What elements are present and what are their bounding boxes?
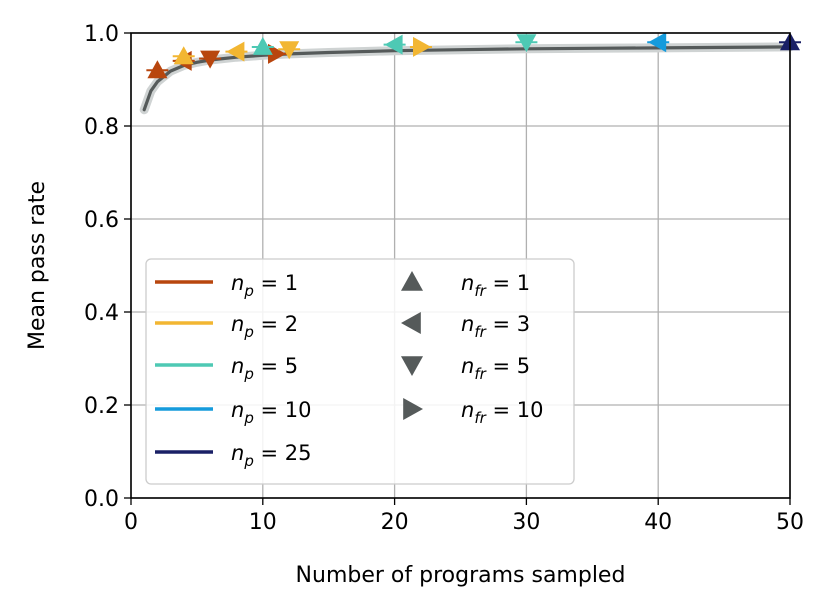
legend-marker-nfr [401, 312, 421, 334]
x-tick-label: 50 [776, 510, 804, 535]
legend-marker-nfr [401, 356, 423, 376]
y-tick-label: 0.2 [84, 394, 119, 419]
data-point [200, 50, 221, 69]
x-axis-ticks: 0 10 20 30 40 50 [124, 498, 804, 535]
legend-label-np: np = 1 [231, 271, 298, 300]
y-axis-ticks: 0.0 0.2 0.4 0.6 0.8 1.0 [84, 22, 131, 512]
plot-frame [130, 32, 791, 499]
x-axis-label: Number of programs sampled [296, 563, 626, 588]
x-tick-label: 10 [249, 510, 277, 535]
data-point [413, 36, 431, 57]
x-tick-label: 20 [381, 510, 409, 535]
legend-label-np: np = 10 [231, 398, 312, 427]
data-point [279, 41, 300, 60]
data-point [384, 34, 403, 55]
y-tick-label: 0.6 [84, 208, 119, 233]
legend-label-nfr: nfr = 10 [461, 398, 543, 427]
legend: np = 1 np = 2 np = 5 np = 10 np = 25 nfr = 1 n… [145, 258, 575, 485]
data-point [648, 32, 667, 53]
legend-marker-nfr [403, 398, 423, 420]
x-tick-label: 0 [124, 510, 138, 535]
legend-label-np: np = 25 [231, 441, 312, 470]
data-point [147, 60, 168, 79]
legend-label-np: np = 2 [231, 312, 298, 341]
legend-label-nfr: nfr = 3 [461, 312, 530, 341]
data-point [252, 36, 273, 55]
points-layer [146, 32, 801, 79]
x-tick-label: 30 [512, 510, 540, 535]
y-axis-label: Mean pass rate [25, 181, 50, 350]
data-point [173, 46, 194, 65]
x-tick-label: 40 [644, 510, 672, 535]
legend-marker-nfr [401, 271, 423, 291]
y-tick-label: 0.4 [84, 301, 119, 326]
data-point [268, 43, 286, 64]
legend-label-nfr: nfr = 5 [461, 354, 530, 383]
legend-label-nfr: nfr = 1 [461, 271, 530, 300]
data-point [516, 34, 537, 53]
data-point [226, 41, 245, 62]
y-tick-label: 0.8 [84, 115, 119, 140]
legend-label-np: np = 5 [231, 354, 298, 383]
y-tick-label: 0.0 [84, 487, 119, 512]
y-tick-label: 1.0 [84, 22, 119, 47]
legend-box [145, 258, 575, 485]
